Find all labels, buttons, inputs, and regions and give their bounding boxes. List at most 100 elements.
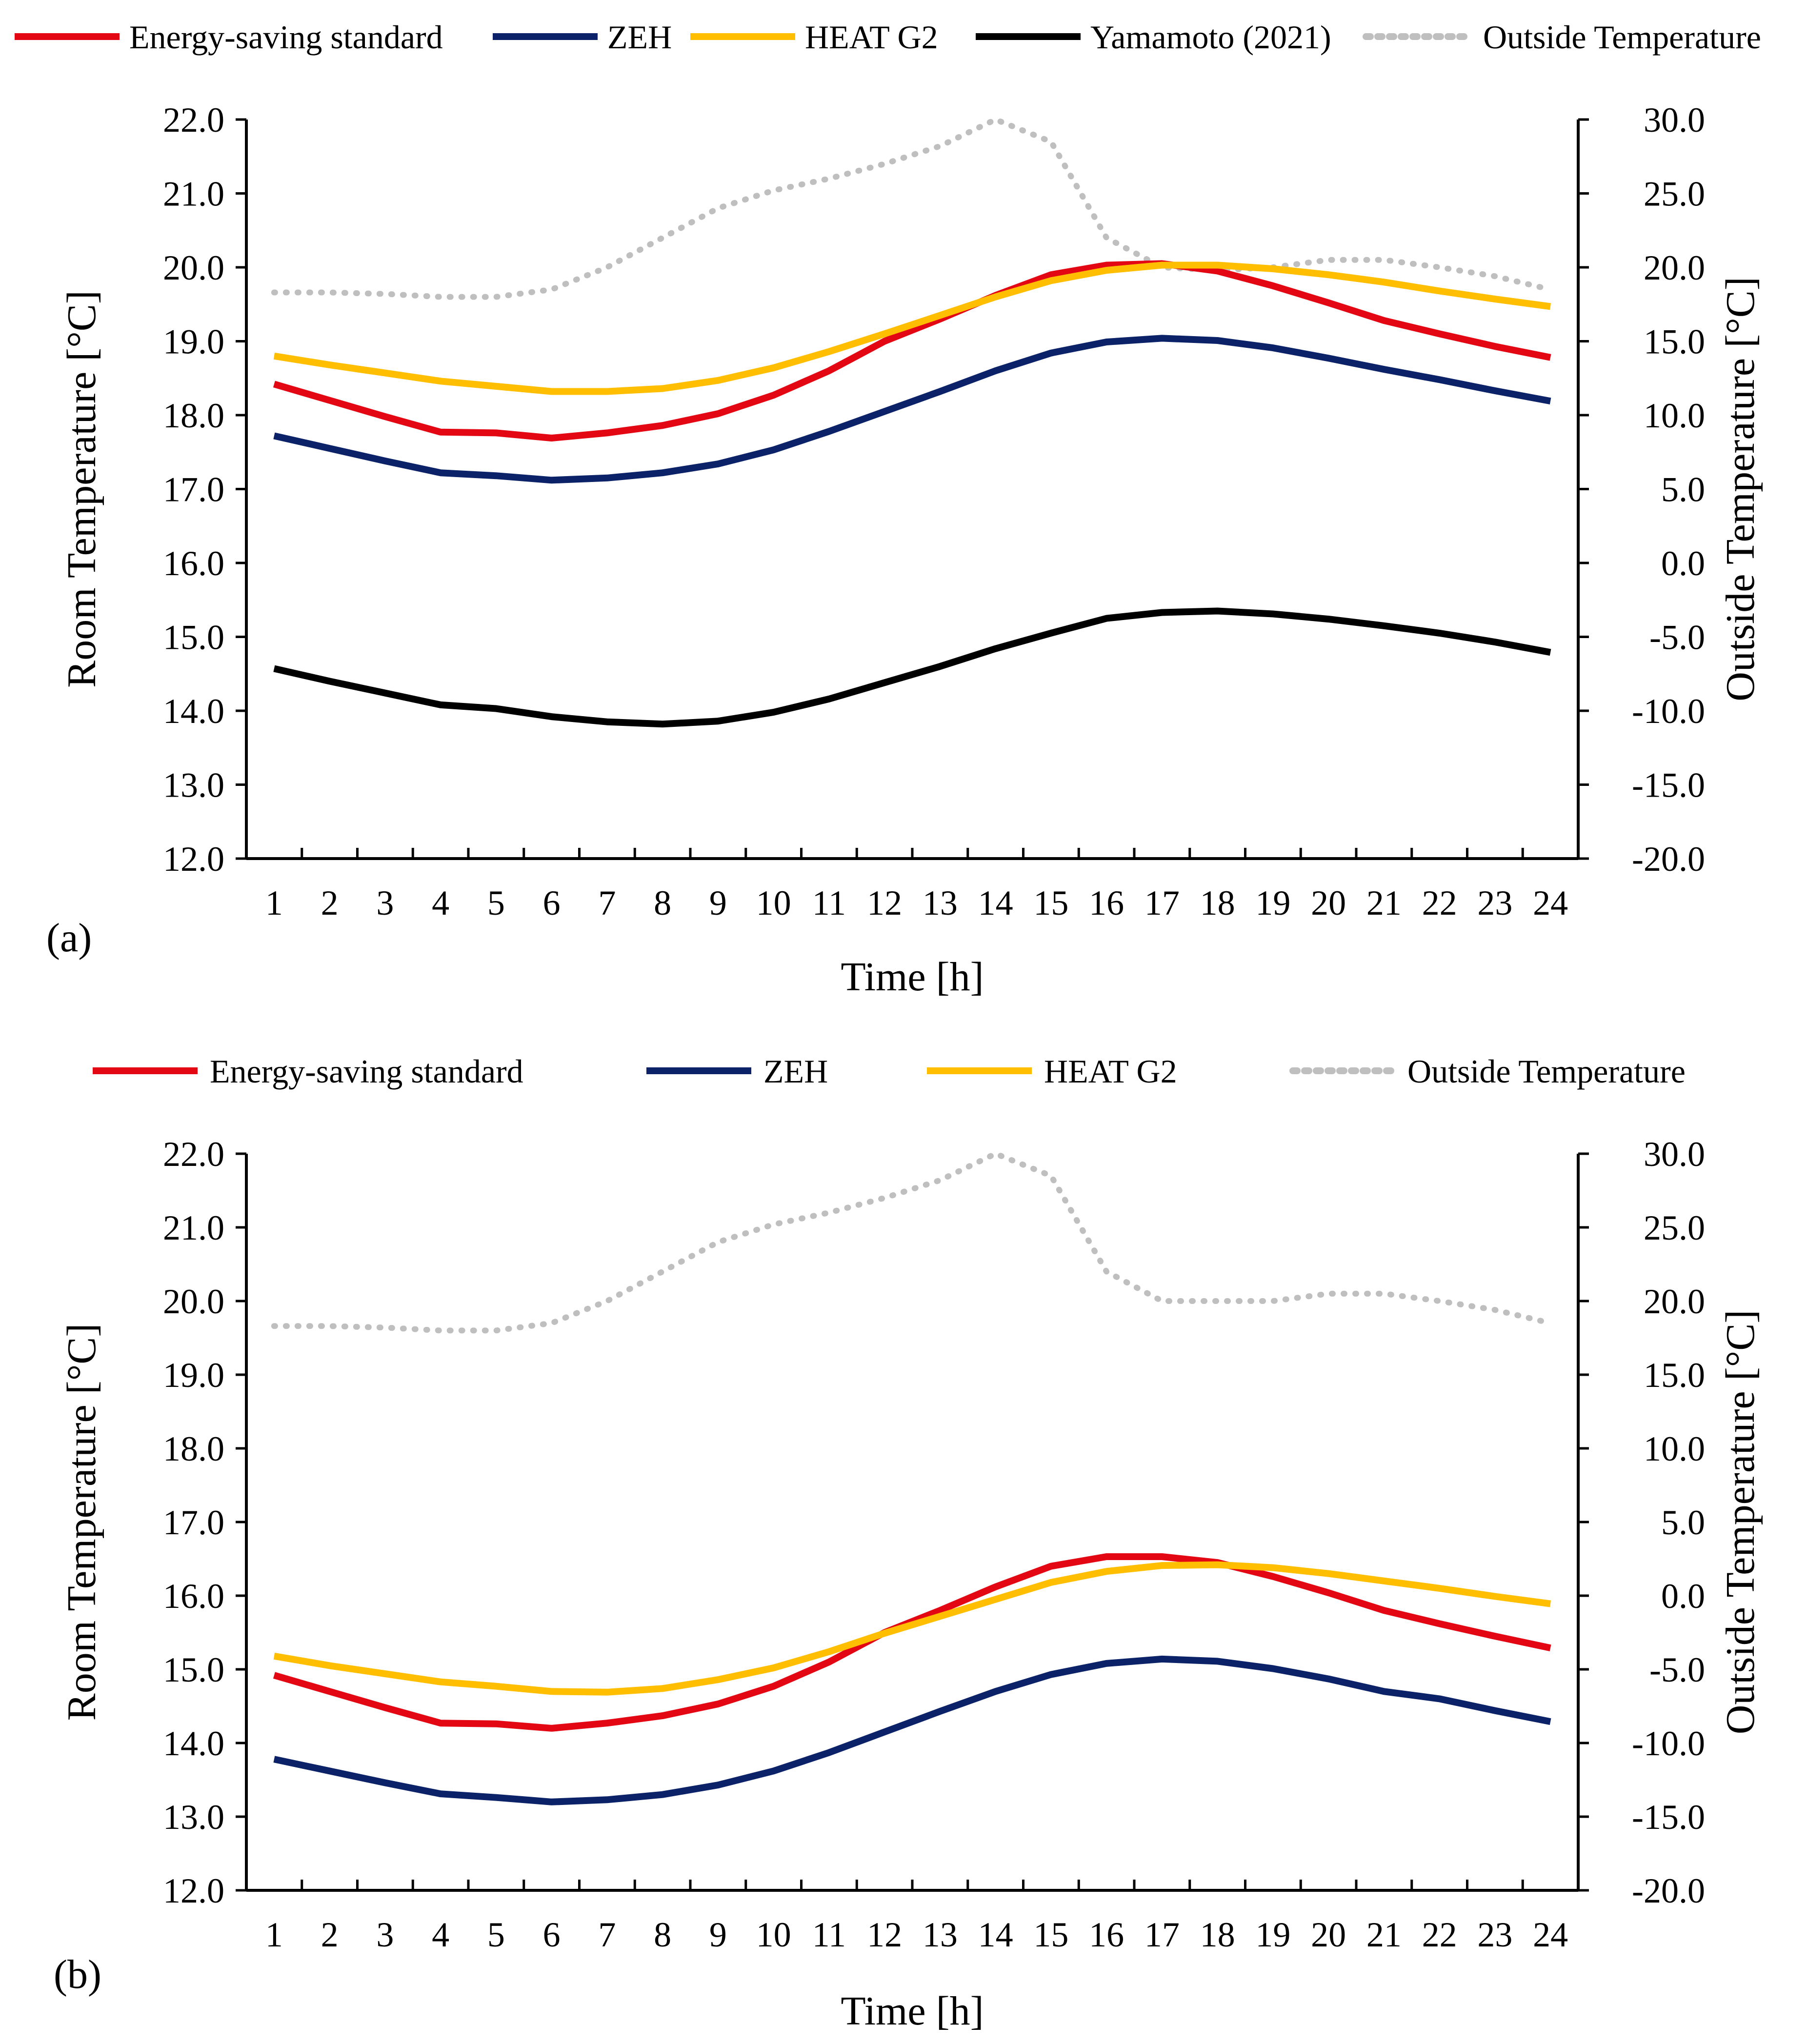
x-tick-label: 10: [756, 1915, 791, 1954]
x-tick-label: 22: [1422, 883, 1457, 922]
y-left-tick-label: 13.0: [163, 1798, 224, 1837]
x-axis-title: Time [h]: [841, 1988, 984, 2034]
y-right-tick-label: -20.0: [1632, 1871, 1705, 1910]
y-left-tick-label: 20.0: [163, 248, 224, 287]
y-left-tick-label: 16.0: [163, 1577, 224, 1616]
x-tick-label: 1: [265, 883, 283, 922]
x-tick-label: 17: [1144, 1915, 1180, 1954]
y-left-tick-label: 21.0: [163, 1208, 224, 1247]
series-line-heat-g2: [273, 261, 1551, 395]
legend-label: Outside Temperature: [1407, 1053, 1686, 1090]
series-line-yamamoto-2021: [273, 607, 1551, 728]
x-tick-label: 8: [654, 883, 671, 922]
x-tick-label: 9: [709, 1915, 727, 1954]
y-left-tick-label: 18.0: [163, 1429, 224, 1468]
y-right-tick-label: 0.0: [1661, 544, 1705, 583]
legend-label: HEAT G2: [1044, 1053, 1177, 1090]
x-tick-label: 2: [321, 883, 339, 922]
legend-entry-zeh: ZEH: [493, 19, 672, 56]
legend-label: HEAT G2: [805, 19, 938, 56]
x-tick-label: 20: [1311, 883, 1346, 922]
x-tick-label: 19: [1255, 883, 1290, 922]
y-left-tick-label: 17.0: [163, 470, 224, 509]
x-tick-label: 15: [1033, 883, 1068, 922]
legend-entry-energy-saving-standard: Energy-saving standard: [15, 19, 443, 56]
x-tick-label: 21: [1366, 883, 1402, 922]
legend-entry-yamamoto-2021: Yamamoto (2021): [976, 19, 1331, 56]
x-tick-label: 10: [756, 883, 791, 922]
y-right-tick-label: 25.0: [1644, 1208, 1705, 1247]
legend-label: Energy-saving standard: [129, 19, 443, 56]
chart-panel-b: Energy-saving standard ZEH HEAT G2 Outside …: [54, 1053, 1763, 2034]
x-tick-label: 12: [867, 1915, 902, 1954]
x-tick-label: 6: [543, 1915, 561, 1954]
y-left-tick-label: 14.0: [163, 1724, 224, 1763]
y-left-tick-label: 12.0: [163, 840, 224, 879]
x-tick-label: 2: [321, 1915, 339, 1954]
y-right-tick-label: 10.0: [1644, 396, 1705, 435]
y-left-tick-label: 14.0: [163, 692, 224, 731]
y-left-axis-title: Room Temperature [°C]: [59, 290, 104, 688]
y-right-tick-label: -5.0: [1649, 618, 1705, 657]
series-line-zeh: [273, 335, 1551, 484]
y-left-tick-label: 16.0: [163, 544, 224, 583]
panel-label: (a): [46, 915, 92, 961]
y-right-tick-label: -15.0: [1632, 1798, 1705, 1837]
x-tick-label: 18: [1200, 1915, 1235, 1954]
x-tick-label: 5: [487, 883, 505, 922]
x-tick-label: 6: [543, 883, 561, 922]
x-tick-label: 7: [598, 883, 616, 922]
x-tick-label: 12: [867, 883, 902, 922]
legend-entry-energy-saving-standard: Energy-saving standard: [93, 1053, 523, 1090]
y-left-tick-label: 17.0: [163, 1503, 224, 1542]
legend-label: ZEH: [607, 19, 672, 56]
y-left-tick-label: 21.0: [163, 175, 224, 214]
x-tick-label: 22: [1422, 1915, 1457, 1954]
y-right-tick-label: 5.0: [1661, 1503, 1705, 1542]
x-tick-label: 13: [923, 883, 958, 922]
x-tick-label: 5: [487, 1915, 505, 1954]
y-left-tick-label: 22.0: [163, 1135, 224, 1174]
x-tick-label: 7: [598, 1915, 616, 1954]
x-tick-label: 21: [1366, 1915, 1402, 1954]
y-right-tick-label: 30.0: [1644, 100, 1705, 140]
y-right-tick-label: 30.0: [1644, 1135, 1705, 1174]
chart-panel-a: Energy-saving standard ZEH HEAT G2 Yamamoto…: [15, 19, 1763, 1000]
x-tick-label: 16: [1089, 883, 1124, 922]
y-right-tick-label: -20.0: [1632, 840, 1705, 879]
x-tick-label: 23: [1477, 1915, 1512, 1954]
x-tick-label: 9: [709, 883, 727, 922]
x-tick-label: 20: [1311, 1915, 1346, 1954]
y-right-tick-label: 10.0: [1644, 1429, 1705, 1468]
y-left-tick-label: 18.0: [163, 396, 224, 435]
y-left-tick-label: 19.0: [163, 1356, 224, 1395]
x-tick-label: 14: [978, 1915, 1013, 1954]
y-right-tick-label: 5.0: [1661, 470, 1705, 509]
panel-label: (b): [54, 1952, 101, 1997]
y-left-tick-label: 19.0: [163, 322, 224, 361]
x-tick-label: 14: [978, 883, 1013, 922]
series-line-outside-temperature: [271, 1151, 1554, 1334]
x-tick-label: 1: [265, 1915, 283, 1954]
x-tick-label: 11: [812, 883, 846, 922]
y-right-tick-label: 15.0: [1644, 322, 1705, 361]
legend-entry-outside-temperature: Outside Temperature: [1363, 19, 1761, 56]
legend-entry-outside-temperature: Outside Temperature: [1289, 1053, 1686, 1090]
y-right-axis-title: Outside Temperature [°C]: [1718, 277, 1763, 701]
y-left-tick-label: 22.0: [163, 100, 224, 140]
legend-label: Outside Temperature: [1483, 19, 1761, 56]
legend-entry-heat-g2: HEAT G2: [690, 19, 938, 56]
x-tick-label: 11: [812, 1915, 846, 1954]
x-tick-label: 24: [1533, 883, 1568, 922]
y-right-tick-label: 15.0: [1644, 1356, 1705, 1395]
series-line-outside-temperature: [271, 117, 1554, 300]
x-tick-label: 16: [1089, 1915, 1124, 1954]
x-tick-label: 13: [923, 1915, 958, 1954]
x-tick-label: 15: [1033, 1915, 1068, 1954]
x-tick-label: 23: [1477, 883, 1512, 922]
y-left-tick-label: 20.0: [163, 1282, 224, 1321]
y-right-tick-label: 20.0: [1644, 1282, 1705, 1321]
y-right-tick-label: 0.0: [1661, 1577, 1705, 1616]
legend-label: ZEH: [763, 1053, 828, 1090]
